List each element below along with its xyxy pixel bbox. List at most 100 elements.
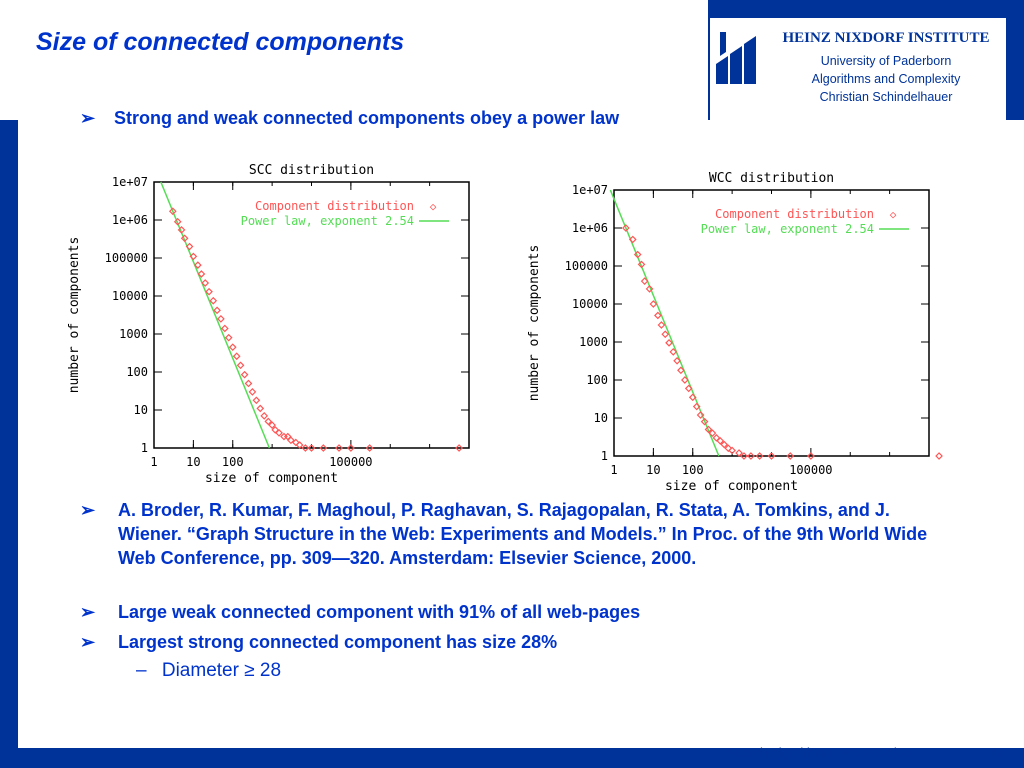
y-tick-label: 1 [141, 441, 148, 455]
data-point [177, 226, 186, 234]
data-point [224, 333, 233, 342]
data-point [654, 311, 662, 320]
data-point [209, 296, 218, 305]
data-point [688, 393, 697, 402]
legend-marker-icon: ◇ [430, 200, 437, 213]
y-tick-label: 1e+06 [112, 213, 148, 227]
footer-bar [0, 748, 1024, 768]
bullet-arrow-icon: ➢ [80, 602, 96, 622]
data-point [700, 417, 709, 426]
data-point [197, 270, 206, 278]
y-tick-label: 1 [601, 449, 608, 463]
data-point [240, 370, 249, 379]
institute-logo-icon [716, 32, 756, 84]
institute-name: HEINZ NIXDORF INSTITUTE [782, 30, 990, 46]
data-point [180, 234, 189, 243]
data-point [640, 277, 649, 285]
data-point [205, 287, 213, 296]
data-point [740, 452, 748, 460]
y-tick-label: 100 [586, 373, 608, 387]
data-point [455, 444, 463, 452]
y-tick-label: 10000 [572, 297, 608, 311]
data-point [657, 321, 666, 329]
data-point [217, 315, 225, 323]
data-point [704, 425, 713, 434]
bullet-arrow-icon: ➢ [80, 108, 96, 128]
chart-title: WCC distribution [709, 171, 834, 186]
data-point [807, 452, 815, 460]
x-axis-label: size of component [665, 479, 798, 494]
x-tick-label: 10 [186, 455, 200, 469]
data-point [767, 452, 776, 460]
x-tick-label: 10 [646, 463, 660, 477]
power-law-fit-line [160, 181, 271, 449]
data-point [649, 300, 658, 308]
sub-bullet-dash: – [136, 660, 147, 681]
y-tick-label: 10 [594, 411, 608, 425]
data-point [633, 250, 642, 259]
data-point [735, 449, 743, 457]
data-point [720, 440, 729, 449]
wcc-chart: 1e+07 1e+06 100000 10000 1000 100 10 11 10 100 100… [524, 166, 944, 496]
y-tick-label: 1000 [579, 335, 608, 349]
data-point [213, 306, 221, 315]
x-axis-label: size of component [205, 471, 338, 486]
data-point [173, 217, 182, 226]
scc-chart: 1e+07 1e+06 100000 10000 1000 100 10 11 10 100 100… [64, 158, 484, 488]
data-point [232, 352, 241, 361]
data-point [716, 437, 725, 445]
bullet-reference: ➢ A. Broder, R. Kumar, F. Maghoul, P. Ra… [80, 498, 930, 570]
data-point [622, 224, 630, 232]
data-point [248, 388, 257, 396]
footer-course: Search Algorithms, WS 2004/05 [726, 745, 911, 760]
y-tick-label: 100000 [565, 259, 608, 273]
data-point [661, 330, 670, 339]
data-point [221, 324, 229, 333]
y-tick-label: 1000 [119, 327, 148, 341]
data-point [260, 412, 269, 420]
institute-panel [710, 18, 1006, 120]
data-point [747, 452, 755, 460]
left-accent-bar [0, 120, 18, 748]
y-tick-label: 1e+07 [112, 175, 148, 189]
data-point [708, 429, 717, 437]
data-point [645, 285, 654, 293]
data-point [256, 404, 265, 413]
data-point [673, 356, 681, 365]
reference-text: A. Broder, R. Kumar, F. Maghoul, P. Ragh… [118, 500, 928, 568]
y-tick-label: 1e+07 [572, 183, 608, 197]
data-point [786, 452, 795, 460]
x-tick-label: 100 [682, 463, 704, 477]
y-tick-label: 100000 [105, 251, 148, 265]
data-point [228, 343, 237, 352]
data-point [201, 279, 210, 287]
data-point [696, 411, 705, 419]
data-point [185, 242, 194, 251]
legend-marker-icon: ◇ [890, 208, 897, 221]
data-point [628, 235, 637, 244]
data-point [280, 432, 288, 441]
data-point [365, 444, 374, 452]
data-point [935, 452, 943, 460]
data-point [244, 379, 253, 388]
bullet-weak-text: Large weak connected component with 91% … [118, 602, 641, 622]
y-tick-label: 10 [134, 403, 148, 417]
data-point [319, 444, 328, 452]
legend-label-distribution: Component distribution [715, 207, 874, 221]
data-point [275, 429, 283, 437]
data-point [755, 452, 764, 460]
data-point [669, 348, 678, 356]
data-point [264, 417, 273, 426]
x-tick-label: 1 [610, 463, 617, 477]
bullet-intro-text: Strong and weak connected components obe… [114, 108, 620, 128]
data-point [252, 396, 261, 405]
bullet-arrow-icon: ➢ [80, 500, 96, 520]
data-point [189, 252, 198, 261]
data-point [236, 361, 245, 370]
x-tick-label: 1 [150, 455, 157, 469]
data-point [268, 421, 276, 429]
sub-bullet-text: Diameter ≥ 28 [161, 660, 282, 681]
slide-title: Size of connected components [36, 28, 405, 56]
data-point [287, 436, 295, 445]
legend-label-power-law: Power law, exponent 2.54 [241, 214, 414, 228]
